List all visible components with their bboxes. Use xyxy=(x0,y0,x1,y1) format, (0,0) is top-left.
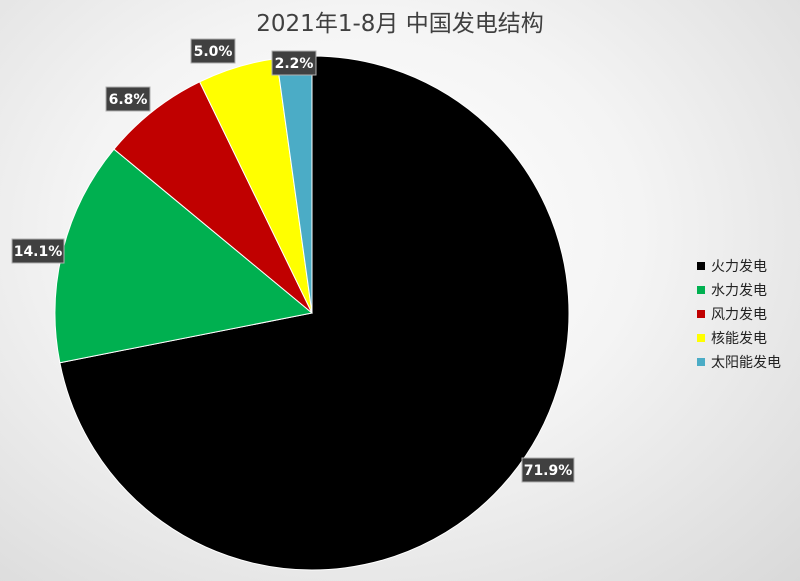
legend: 火力发电水力发电风力发电核能发电太阳能发电 xyxy=(697,254,781,374)
data-label-text: 14.1% xyxy=(14,244,63,260)
legend-label: 核能发电 xyxy=(711,331,767,347)
data-label: 2.2% xyxy=(271,50,317,76)
pie-slice xyxy=(113,81,313,314)
legend-item: 核能发电 xyxy=(697,326,781,350)
legend-swatch xyxy=(697,358,705,366)
legend-item: 水力发电 xyxy=(697,278,781,302)
chart-title: 2021年1-8月 中国发电结构 xyxy=(256,11,544,37)
data-label-text: 71.9% xyxy=(524,463,573,479)
data-label-text: 2.2% xyxy=(275,56,314,72)
legend-label: 风力发电 xyxy=(711,307,767,323)
legend-swatch xyxy=(697,286,705,294)
data-label: 71.9% xyxy=(521,457,575,483)
legend-swatch xyxy=(697,310,705,318)
data-label: 6.8% xyxy=(105,86,151,112)
data-label-text: 6.8% xyxy=(109,92,148,108)
data-label: 14.1% xyxy=(11,238,65,264)
legend-label: 太阳能发电 xyxy=(711,355,781,371)
data-label-text: 5.0% xyxy=(194,44,233,60)
legend-label: 水力发电 xyxy=(711,283,767,299)
legend-label: 火力发电 xyxy=(711,259,767,275)
pie-slice xyxy=(59,55,570,571)
legend-swatch xyxy=(697,262,705,270)
legend-item: 火力发电 xyxy=(697,254,781,278)
data-label: 5.0% xyxy=(190,38,236,64)
legend-item: 风力发电 xyxy=(697,302,781,326)
legend-swatch xyxy=(697,334,705,342)
legend-item: 太阳能发电 xyxy=(697,350,781,374)
